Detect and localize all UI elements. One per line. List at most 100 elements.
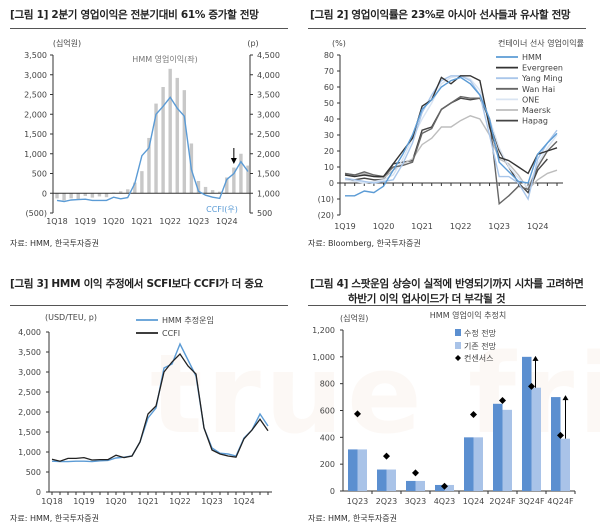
fig1-xtick: 1Q18: [46, 217, 68, 226]
fig3-xtick: 1Q18: [41, 497, 63, 506]
fig4-ytick: 200: [320, 460, 335, 469]
fig4-bar-revised: [435, 484, 445, 491]
fig2-ylabel: (%): [332, 39, 346, 48]
fig4-consensus-marker: [470, 411, 477, 419]
fig1-bar: [83, 193, 87, 197]
fig3-ytick: 1,500: [18, 428, 41, 437]
fig3-xtick: 1Q20: [105, 497, 127, 506]
fig1-bar: [104, 193, 109, 198]
fig4-ytick: 1,000: [312, 353, 335, 362]
fig1-ytick-left: 500: [32, 170, 47, 179]
fig2-ytick: 30: [324, 131, 334, 140]
fig4-xtick: 1Q23: [347, 497, 369, 506]
fig2-line-maersk: [344, 115, 558, 191]
fig1-xtick: 1Q19: [75, 217, 97, 226]
fig4-title: [그림 4] 스팟운임 상승이 실적에 반영되기까지 시차를 고려하면: [310, 278, 584, 290]
fig2-ytick: 80: [324, 51, 334, 60]
fig2-xtick: 1Q19: [334, 222, 356, 231]
fig3-ytick: 2,000: [18, 408, 41, 417]
fig1-arrow-head: [230, 158, 237, 164]
fig2-ytick: 50: [324, 99, 334, 108]
fig2-xtick: 1Q23: [488, 222, 510, 231]
fig1-ytick-right: 500: [257, 209, 272, 218]
fig1-bar: [232, 167, 236, 194]
fig1-ylabel-right: (p): [247, 39, 258, 48]
fig1-bar: [175, 77, 179, 194]
fig3-legend-label: CCFI: [162, 329, 180, 338]
fig4-ytick: 400: [320, 433, 335, 442]
fig3-ytick: 3,500: [18, 348, 41, 357]
fig1-bar: [97, 193, 102, 197]
fig1-line-label: CCFI(우): [206, 205, 238, 214]
fig1-ytick-right: 3,000: [257, 110, 280, 119]
fig2-legend-label: Yang Ming: [521, 74, 563, 83]
fig4-bar-revised: [522, 356, 532, 491]
fig1-ytick-right: 2,500: [257, 130, 280, 139]
fig4-consensus-marker: [383, 452, 390, 460]
fig2-ytick: 0: [329, 179, 334, 188]
fig4-bar-previous: [473, 437, 483, 491]
fig2-line-hmm: [345, 76, 558, 197]
fig1-ccfi-line: [56, 96, 249, 203]
fig2-legend-label: Maersk: [522, 106, 551, 115]
fig2-legend-label: HMM: [522, 53, 542, 62]
fig4-ytick: 800: [320, 380, 335, 389]
fig1-bar: [246, 165, 250, 194]
fig3-ytick: 3,000: [18, 368, 41, 377]
fig1-ytick-left: 1,000: [24, 150, 47, 159]
fig4-bar-previous: [444, 484, 454, 491]
fig3-ytick: 500: [26, 468, 41, 477]
fig1-bar: [168, 68, 172, 194]
fig1-ylabel-left: (십억원): [53, 38, 81, 48]
fig3-ccfi-line: [51, 352, 269, 462]
fig1-ytick-right: 1,000: [257, 189, 280, 198]
fig1-ytick-left: (500): [25, 209, 47, 218]
fig4-ylabel: (십억원): [340, 313, 368, 323]
fig1-bar: [196, 181, 201, 194]
fig2-xtick: 1Q22: [450, 222, 472, 231]
fig4-legend-label: 컨센서스: [464, 353, 493, 363]
fig2-line-yang-ming: [344, 75, 558, 201]
fig3-xtick: 1Q23: [201, 497, 223, 506]
fig2-ytick: 20: [324, 147, 334, 156]
fig4-bar-revised: [377, 469, 387, 491]
fig4-source: 자료: HMM, 한국투자증권: [308, 514, 398, 523]
fig1-bar: [76, 193, 80, 200]
fig1-ytick-right: 2,000: [257, 150, 280, 159]
fig4-xtick: 3Q23: [405, 497, 427, 506]
fig4-bar-revised: [348, 449, 358, 491]
fig1-rule: [10, 28, 288, 29]
fig4-ytick: 0: [330, 487, 335, 496]
fig3-xtick: 1Q21: [137, 497, 159, 506]
fig4-rule: [308, 305, 586, 306]
fig1-bar: [161, 86, 165, 194]
fig1-bar: [90, 193, 95, 198]
fig4-bar-revised: [493, 403, 503, 491]
fig1-ytick-left: 2,500: [24, 91, 47, 100]
fig1-xtick: 1Q23: [188, 217, 210, 226]
fig4-xtick: 4Q24F: [547, 497, 574, 506]
fig1-bar: [62, 193, 66, 201]
fig1-bar: [133, 182, 137, 194]
fig2-legend-title: 컨테이너 선사 영업이익률: [498, 38, 584, 48]
fig2-ytick: (10): [318, 195, 334, 204]
fig4-xtick: 4Q23: [434, 497, 456, 506]
fig4-arrow-3q24-head: [532, 355, 539, 361]
fig1-source: 자료: HMM, 한국투자증권: [10, 239, 100, 248]
fig4-xtick: 1Q24: [463, 497, 485, 506]
fig1-ytick-right: 1,500: [257, 170, 280, 179]
fig2-title: [그림 2] 영업이익률은 23%로 아시아 선사들과 유사할 전망: [310, 9, 571, 21]
fig2-source: 자료: Bloomberg, 한국투자증권: [308, 239, 421, 248]
fig1-xtick: 1Q20: [103, 217, 125, 226]
fig4-arrow-4q24-head: [562, 395, 569, 401]
fig2-xtick: 1Q24: [527, 222, 549, 231]
fig2-ytick: 60: [324, 83, 334, 92]
fig4-xtick: 2Q23: [376, 497, 398, 506]
fig2-xtick: 1Q21: [411, 222, 433, 231]
fig3-title: [그림 3] HMM 이익 추정에서 SCFI보다 CCFI가 더 중요: [10, 278, 264, 290]
fig1-bar: [218, 191, 222, 194]
fig1-bar: [118, 191, 123, 194]
fig2-rule: [308, 28, 586, 29]
fig1-ytick-left: 0: [42, 189, 47, 198]
fig2-xtick: 1Q20: [373, 222, 395, 231]
